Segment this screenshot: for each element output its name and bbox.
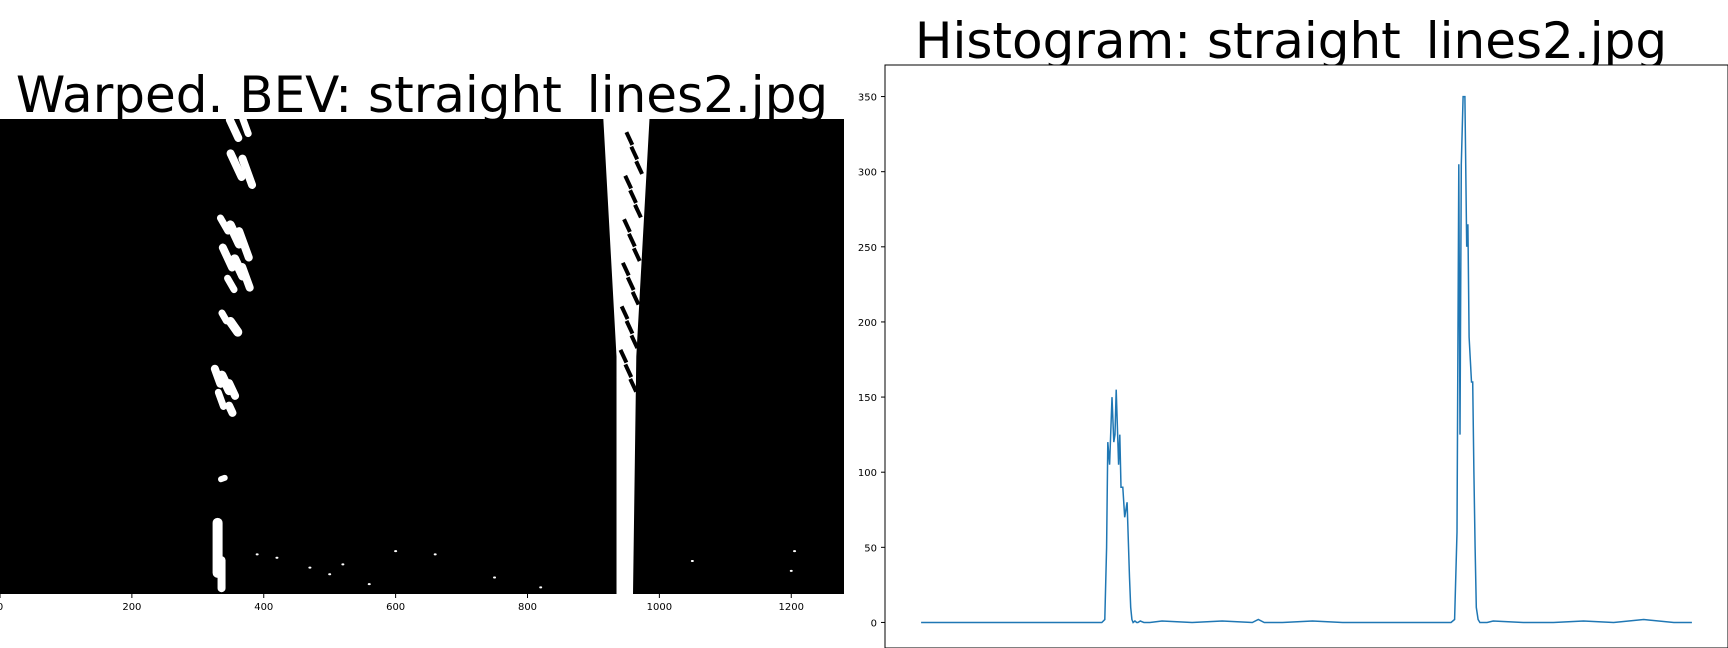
- histogram-ytick-label-3: 150: [858, 393, 877, 404]
- bev-noise-speck-10: [690, 560, 694, 563]
- bev-left-lane-mark-0: [225, 115, 243, 142]
- histogram-ytick-label-5: 250: [858, 243, 877, 254]
- bev-noise-speck-3: [328, 573, 332, 576]
- bev-xtick-label-4: 800: [518, 602, 537, 613]
- bev-left-lane-mark-3: [238, 154, 257, 189]
- bev-left-lane-mark-7: [218, 243, 237, 272]
- bev-image-area: [0, 119, 844, 594]
- bev-left-lane-mark-10: [238, 262, 254, 292]
- bev-right-lane-gap-8: [631, 247, 642, 262]
- bev-right-lane-gap-12: [619, 305, 630, 320]
- bev-noise-speck-7: [433, 553, 437, 556]
- histogram-title: Histogram: straight_lines2.jpg: [915, 12, 1667, 70]
- bev-right-lane-gap-10: [625, 276, 636, 291]
- bev-noise-speck-4: [341, 563, 345, 566]
- bev-noise-speck-6: [394, 550, 398, 553]
- bev-right-lane-gap-2: [634, 160, 644, 175]
- bev-xtick-label-5: 1000: [647, 602, 672, 613]
- bev-noise-speck-12: [793, 550, 797, 553]
- bev-left-lane-mark-15: [225, 379, 240, 400]
- bev-left-lane-mark-20: [217, 556, 226, 593]
- histogram-plot-frame: [884, 64, 1728, 648]
- bev-right-lane-band: [603, 119, 650, 594]
- bev-right-lane-gap-0: [624, 131, 635, 146]
- bev-left-lane-mark-9: [224, 274, 238, 294]
- histogram-ytick-label-6: 300: [858, 168, 877, 179]
- bev-right-lane-gap-3: [623, 174, 633, 190]
- bev-xtick-label-6: 1200: [779, 602, 804, 613]
- bev-left-lane-mark-12: [225, 316, 243, 337]
- bev-right-lane-gap-15: [618, 349, 629, 364]
- bev-noise-speck-5: [367, 583, 371, 586]
- histogram-ytick-label-1: 50: [864, 543, 877, 554]
- bev-right-lane-gap-16: [623, 363, 634, 378]
- bev-title: Warped. BEV: straight_lines2.jpg: [16, 66, 828, 124]
- bev-noise-speck-0: [255, 553, 259, 556]
- bev-right-lane-gap-7: [627, 232, 637, 248]
- histogram-ytick-label-2: 100: [858, 468, 877, 479]
- bev-panel: Warped. BEV: straight_lines2.jpg 0 200 400…: [0, 66, 844, 613]
- bev-xtick-label-3: 600: [386, 602, 405, 613]
- bev-right-lane-gap-14: [629, 334, 640, 349]
- bev-left-lane-mark-6: [235, 227, 253, 262]
- bev-noise-speck-2: [308, 566, 312, 569]
- bev-noise-speck-9: [539, 586, 543, 589]
- bev-right-lane-gap-5: [633, 203, 643, 219]
- bev-xtick-label-1: 200: [122, 602, 141, 613]
- bev-xtick-label-0: 0: [0, 602, 3, 613]
- histogram-series-line: [921, 95, 1692, 624]
- bev-noise-speck-8: [493, 576, 497, 579]
- bev-right-lane-gap-9: [621, 261, 631, 277]
- histogram-ytick-label-7: 350: [858, 93, 877, 104]
- bev-x-axis: 0 200 400 600 800 1000 1200: [0, 594, 804, 613]
- bev-right-lane-gap-17: [628, 378, 638, 393]
- bev-left-lane-mark-2: [226, 149, 246, 181]
- bev-right-lane-gap-11: [630, 291, 641, 306]
- bev-xtick-label-2: 400: [254, 602, 273, 613]
- bev-right-lane-gap-13: [624, 320, 635, 335]
- histogram-y-axis: 0 50 100 150 200 250 300 350: [858, 93, 885, 629]
- bev-right-lane-gap-6: [622, 218, 632, 233]
- bev-noise-speck-11: [789, 569, 793, 572]
- bev-right-lane-gap-1: [629, 145, 640, 161]
- bev-left-lane-mark-17: [225, 401, 237, 417]
- histogram-ytick-label-0: 0: [871, 618, 877, 629]
- bev-left-lane-mark-1: [238, 114, 252, 138]
- bev-noise-speck-1: [275, 556, 279, 559]
- bev-lane-marks: [210, 114, 797, 594]
- bev-left-lane-mark-18: [217, 474, 228, 483]
- bev-left-lane-mark-16: [214, 388, 227, 410]
- histogram-panel: Histogram: straight_lines2.jpg 0 50 100 150…: [858, 12, 1728, 648]
- bev-right-lane-gap-4: [628, 189, 638, 204]
- histogram-ytick-label-4: 200: [858, 318, 877, 329]
